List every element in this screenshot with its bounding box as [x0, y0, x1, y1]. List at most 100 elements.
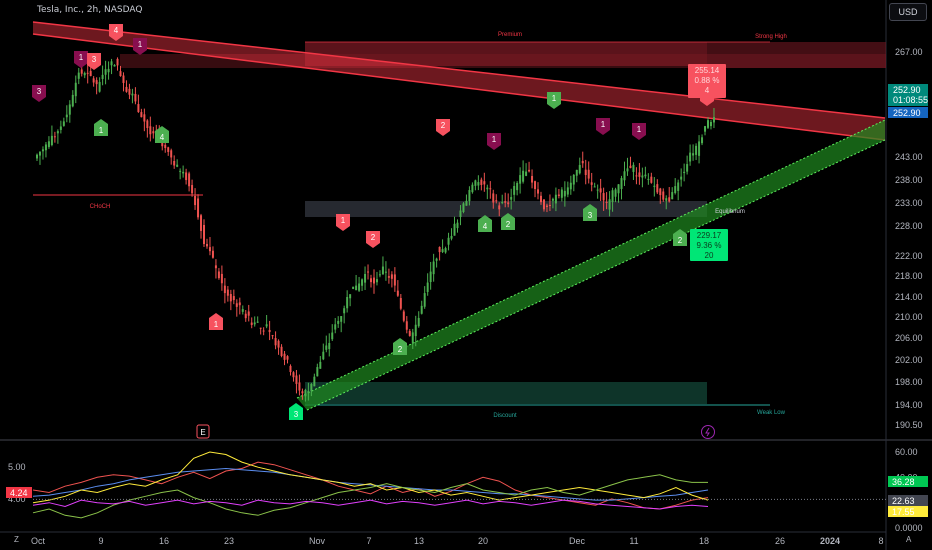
- swing-marker-label: 1: [341, 216, 346, 225]
- swing-marker-label: 2: [371, 233, 376, 242]
- oscillator-value-label: 22.63: [892, 496, 915, 506]
- swing-marker: 1: [133, 38, 147, 55]
- swing-marker: 3: [32, 85, 46, 102]
- candle-body: [420, 305, 423, 314]
- candle-body: [584, 169, 587, 176]
- candle-body: [617, 184, 620, 194]
- candle-body: [188, 173, 191, 187]
- price-axis-tick: 243.00: [895, 152, 923, 162]
- last-price-tag: [888, 84, 928, 106]
- candle-body: [626, 168, 629, 172]
- swing-marker: 3: [87, 53, 101, 70]
- candle-body: [572, 174, 575, 185]
- candle-body: [581, 160, 584, 164]
- oscillator-series-1: [32, 467, 709, 501]
- time-axis-tick: 9: [98, 536, 103, 546]
- info-box-line: 20: [705, 251, 714, 260]
- candle-body: [286, 356, 289, 360]
- oscillator-value-tag: [888, 476, 928, 487]
- currency-button[interactable]: USD: [889, 3, 927, 21]
- candle-body: [140, 112, 143, 118]
- swing-marker-label: 1: [214, 320, 219, 329]
- candle-body: [59, 126, 62, 130]
- swing-marker: 2: [393, 338, 407, 355]
- candle-body: [492, 193, 495, 203]
- swing-marker-flag: [155, 126, 169, 143]
- swing-marker-flag: [547, 92, 561, 109]
- candle-body: [137, 104, 140, 113]
- auto-scale-icon[interactable]: A: [906, 535, 912, 544]
- candle-body: [194, 196, 197, 206]
- candle-body: [307, 391, 310, 394]
- swing-marker-label: 1: [492, 135, 497, 144]
- swing-marker-label: 3: [92, 55, 97, 64]
- candle-body: [77, 72, 80, 79]
- candle-body: [525, 171, 528, 176]
- candle-body: [241, 309, 244, 312]
- candle-body: [238, 302, 241, 306]
- candle-body: [358, 283, 361, 291]
- candle-body: [325, 345, 328, 350]
- dividend-icon-ring: [701, 425, 715, 439]
- time-axis-tick: 26: [775, 536, 785, 546]
- time-axis-tick: Dec: [569, 536, 586, 546]
- candle-body: [590, 182, 593, 185]
- candle-body: [152, 131, 155, 134]
- zone-label-choch: CHoCH: [90, 204, 111, 210]
- candle-body: [355, 285, 358, 291]
- goto-date-icon[interactable]: Z: [14, 535, 19, 544]
- candle-body: [545, 205, 548, 208]
- info-box: 229.179.36 %20: [690, 229, 728, 261]
- candle-body: [680, 176, 683, 180]
- candle-body: [367, 271, 370, 273]
- candle-body: [614, 189, 617, 197]
- candle-body: [268, 329, 271, 333]
- swing-marker-label: 1: [79, 53, 84, 62]
- swing-marker-label: 1: [637, 125, 642, 134]
- candle-body: [513, 186, 516, 195]
- candle-body: [146, 120, 149, 129]
- candle-body: [534, 181, 537, 189]
- candle-body: [256, 321, 259, 323]
- candle-body: [441, 249, 444, 253]
- candle-body: [211, 250, 214, 258]
- candle-body: [641, 175, 644, 178]
- candle-body: [632, 164, 635, 172]
- candle-body: [226, 289, 229, 296]
- candle-body: [611, 190, 614, 203]
- candle-body: [465, 200, 468, 206]
- swing-marker-flag: [632, 123, 646, 140]
- candle-body: [235, 303, 238, 307]
- candle-body: [313, 376, 316, 387]
- earnings-icon-glyph: E: [200, 428, 205, 437]
- price-axis-tick: 202.00: [895, 355, 923, 365]
- last-price-value: 252.90: [893, 85, 921, 95]
- candle-body: [668, 197, 671, 202]
- swing-marker-label: 2: [398, 345, 403, 354]
- candle-body: [712, 117, 715, 123]
- candle-body: [274, 338, 277, 346]
- candle-body: [298, 382, 301, 391]
- candle-body: [620, 178, 623, 189]
- price-axis-tick: 210.00: [895, 312, 923, 322]
- zone-label-premium: Premium: [498, 32, 522, 38]
- time-axis-tick: 11: [629, 536, 638, 546]
- candle-body: [119, 71, 122, 77]
- candle-body: [62, 121, 65, 126]
- price-tag-bg: [888, 107, 928, 118]
- candle-body: [504, 201, 507, 203]
- candle-body: [575, 169, 578, 176]
- candle-body: [301, 391, 304, 394]
- candle-body: [411, 332, 414, 344]
- candle-body: [483, 181, 486, 185]
- swing-marker-flag: [501, 213, 515, 230]
- candle-body: [185, 172, 188, 181]
- swing-marker: 4: [478, 215, 492, 232]
- candle-body: [203, 224, 206, 245]
- candle-body: [131, 93, 134, 96]
- candle-body: [328, 342, 331, 350]
- swing-marker-flag: [596, 118, 610, 135]
- red-channel-fill: [33, 22, 885, 140]
- candle-body: [179, 170, 182, 172]
